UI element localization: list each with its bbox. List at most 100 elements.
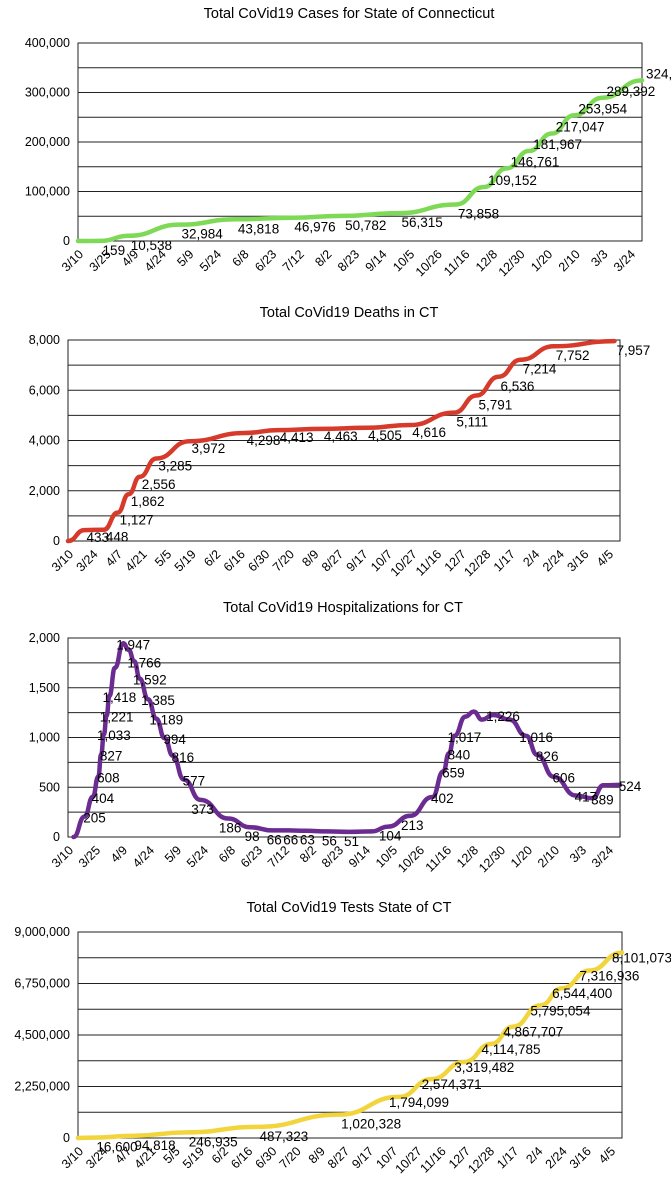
data-point [326,830,328,832]
data-point [199,799,201,801]
x-tick-label: 11/16 [423,843,454,874]
data-label: 4,114,785 [481,1042,540,1057]
y-tick-label: 200,000 [25,135,70,149]
data-label: 56 [322,833,337,848]
data-point [133,660,135,662]
data-point [464,716,466,718]
x-tick-label: 12/28 [465,1144,497,1176]
data-point [77,240,79,242]
data-point [131,1135,133,1137]
data-label: 3,972 [191,441,225,456]
data-point [117,512,119,514]
data-label: 659 [442,765,465,780]
data-point [84,816,86,818]
data-label: 181,967 [533,137,582,152]
data-label: 404 [92,791,115,806]
data-point [602,97,604,99]
data-label: 10,538 [131,238,172,253]
data-label: 7,957 [616,343,650,358]
data-label: 5,791 [478,398,512,413]
data-point [186,1131,188,1133]
data-label: 4,413 [280,430,314,445]
y-tick-label: 2,000 [29,484,60,498]
data-point [114,667,116,669]
data-label: 46,976 [294,220,335,235]
data-point [349,831,351,833]
x-tick-label: 6/30 [252,1144,279,1171]
data-label: 373 [191,802,214,817]
x-tick-label: 10/27 [388,547,420,579]
x-tick-label: 1/17 [494,1144,521,1171]
data-point [108,695,110,697]
data-point [621,952,623,954]
data-point [553,345,555,347]
data-label: 73,858 [458,206,499,221]
data-point [492,714,494,716]
data-point [431,796,433,798]
data-point [588,970,590,972]
x-tick-label: 3/10 [59,247,86,274]
data-label: 524 [619,779,642,794]
data-label: 417 [575,790,598,805]
data-point [481,719,483,721]
x-tick-label: 12/30 [496,247,528,279]
data-label: 246,935 [189,1134,238,1149]
data-point [602,784,604,786]
x-tick-label: 8/23 [335,247,362,274]
data-point [164,737,166,739]
data-label: 5,795,054 [530,1003,591,1018]
data-label: 4,616 [412,425,446,440]
x-tick-label: 5/19 [172,547,199,574]
data-label: 1,020,328 [341,1117,401,1132]
data-label: 205 [83,811,106,826]
x-tick-label: 5/24 [184,843,211,870]
data-label: 213 [401,818,424,833]
x-tick-label: 1/20 [508,843,535,870]
data-point [536,754,538,756]
x-tick-label: 5/5 [152,547,174,569]
data-label: 1,189 [149,713,183,728]
data-label: 3,285 [158,458,192,473]
data-point [93,1137,95,1139]
data-point [100,754,102,756]
x-tick-label: 9/17 [344,547,371,574]
data-point [155,457,157,459]
data-point [139,678,141,680]
data-label: 109,152 [488,173,537,188]
data-label: 94,818 [134,1138,175,1153]
data-label: 16,600 [96,1140,137,1155]
data-point [387,826,389,828]
data-label: 7,752 [556,348,590,363]
x-tick-label: 7/20 [277,1144,304,1171]
data-point [271,829,273,831]
data-label: 1,017 [448,730,482,745]
data-label: 1,033 [97,728,131,743]
data-point [188,440,190,442]
x-tick-label: 2/24 [543,1144,570,1171]
data-label: 608 [97,771,120,786]
x-tick-label: 4/7 [103,547,125,569]
x-tick-label: 8/9 [299,547,321,569]
data-label: 98 [245,829,260,844]
data-point [235,218,237,220]
x-tick-label: 10/27 [393,1144,425,1176]
x-tick-label: 3/16 [564,547,591,574]
x-tick-label: 3/24 [589,843,616,870]
data-label: 1,418 [103,690,137,705]
x-tick-label: 12/28 [461,547,493,579]
data-label: 3,319,482 [454,1060,514,1075]
data-label: 1,947 [116,637,150,652]
x-tick-label: 6/23 [252,247,279,274]
x-tick-label: 4/24 [130,843,157,870]
data-point [103,733,105,735]
x-tick-label: 3/24 [74,547,101,574]
data-label: 1,016 [519,730,553,745]
data-label: 577 [183,774,206,789]
data-label: 2,556 [142,477,176,492]
chart-title: Total CoVid19 Hospitalizations for CT [223,600,463,616]
data-point [453,735,455,737]
data-point [249,826,251,828]
data-label: 826 [536,749,559,764]
data-point [128,493,130,495]
data-point [103,529,105,531]
